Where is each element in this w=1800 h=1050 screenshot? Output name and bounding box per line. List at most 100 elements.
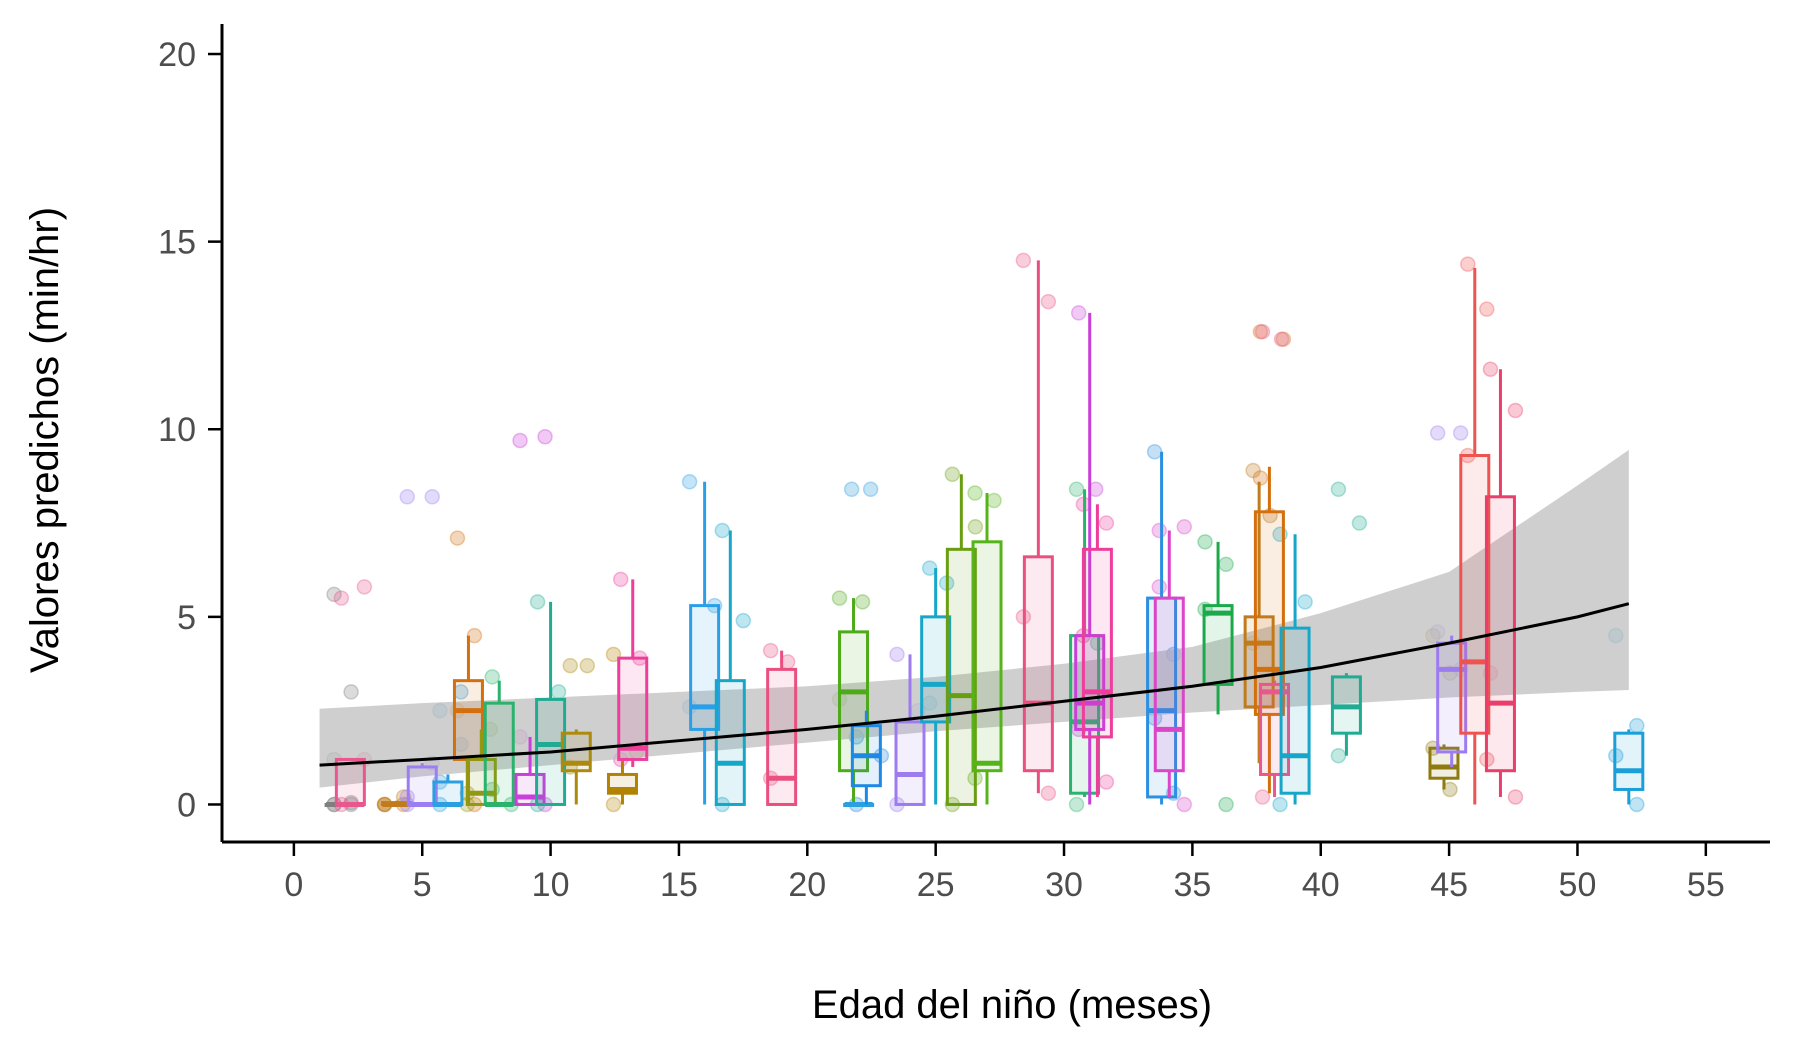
data-point — [1197, 534, 1213, 550]
data-point — [1254, 323, 1271, 340]
x-axis-title: Edad del niño (meses) — [812, 983, 1212, 1027]
box — [334, 757, 366, 806]
data-point — [831, 590, 848, 606]
boxplot — [606, 759, 638, 805]
data-point — [1629, 717, 1645, 734]
y-tick-label: 5 — [177, 599, 196, 637]
data-point — [1429, 425, 1446, 441]
data-point — [1297, 594, 1313, 610]
box — [766, 667, 798, 806]
box — [432, 780, 464, 806]
boxplot — [381, 800, 413, 807]
x-axis: 0 5 10 15 20 25 30 35 40 45 50 55 — [222, 840, 1770, 904]
data-point — [605, 646, 622, 663]
x-tick-label: 20 — [788, 866, 826, 904]
boxplot — [689, 481, 721, 805]
boxplot — [920, 568, 952, 805]
boxplot — [1202, 541, 1234, 715]
x-tick-label: 35 — [1173, 866, 1211, 904]
data-point — [579, 657, 596, 674]
data-point — [399, 489, 415, 505]
boxplot — [894, 654, 926, 806]
data-point — [343, 684, 359, 700]
boxplot — [1253, 466, 1285, 794]
x-tick-label: 5 — [413, 866, 432, 904]
boxplot — [406, 763, 438, 807]
data-point — [1275, 331, 1292, 347]
box — [1259, 682, 1291, 776]
data-point — [1252, 323, 1269, 340]
boxplot — [432, 774, 464, 807]
data-point — [681, 474, 698, 490]
data-point — [1015, 252, 1032, 269]
data-point — [537, 429, 553, 445]
data-point — [562, 657, 579, 674]
data-point — [326, 586, 342, 603]
data-point — [484, 669, 501, 685]
data-point — [714, 522, 731, 539]
boxplot — [514, 736, 546, 806]
box — [714, 679, 746, 806]
x-tick-label: 30 — [1045, 866, 1083, 904]
data-point — [944, 466, 961, 483]
data-point — [1254, 789, 1271, 805]
data-point — [1098, 774, 1115, 790]
data-point — [967, 485, 983, 501]
data-point — [1452, 425, 1469, 441]
box — [1613, 731, 1645, 791]
data-point — [1460, 256, 1476, 272]
boxplot — [483, 680, 515, 807]
box — [894, 720, 926, 806]
box — [1074, 634, 1106, 731]
data-point — [512, 432, 528, 449]
data-point — [843, 481, 860, 498]
data-point — [449, 530, 466, 546]
box — [1081, 547, 1113, 739]
points-layer — [326, 252, 1645, 813]
box — [971, 540, 1003, 773]
data-point — [1040, 785, 1057, 801]
data-point — [854, 594, 871, 610]
box — [1146, 596, 1178, 799]
x-tick-label: 40 — [1302, 866, 1340, 904]
data-point — [529, 594, 546, 610]
data-point — [1146, 444, 1163, 460]
data-point — [1068, 796, 1085, 813]
data-point — [735, 612, 752, 629]
boxplot — [714, 530, 746, 806]
data-point — [1273, 331, 1290, 347]
data-point — [1351, 515, 1368, 531]
data-point — [605, 796, 622, 813]
x-tick-label: 50 — [1559, 866, 1597, 904]
data-point — [1330, 747, 1347, 764]
y-tick-label: 10 — [158, 411, 196, 449]
boxplot — [1259, 680, 1291, 797]
box — [465, 757, 497, 806]
box — [1022, 555, 1054, 773]
data-point — [862, 481, 879, 498]
data-point — [1070, 305, 1087, 321]
trend-line — [319, 602, 1630, 767]
data-point — [1479, 301, 1495, 317]
data-point — [1245, 462, 1261, 479]
data-point — [1629, 796, 1645, 813]
box — [945, 547, 977, 806]
boxplot — [1279, 534, 1311, 805]
y-tick-label: 15 — [158, 224, 196, 262]
boxplot — [1081, 504, 1113, 797]
data-point — [762, 642, 779, 659]
boxplot — [465, 729, 497, 806]
x-tick-label: 15 — [660, 866, 698, 904]
boxplot — [535, 601, 567, 806]
data-point — [1272, 796, 1288, 813]
data-point — [1151, 522, 1168, 539]
x-tick-label: 0 — [284, 866, 303, 904]
boxplot — [766, 650, 798, 806]
box — [1202, 604, 1234, 686]
boxplot — [1330, 673, 1362, 756]
boxplot — [1484, 369, 1516, 797]
x-tick-label: 55 — [1687, 866, 1725, 904]
data-point — [889, 646, 905, 663]
x-tick-label: 45 — [1430, 866, 1468, 904]
